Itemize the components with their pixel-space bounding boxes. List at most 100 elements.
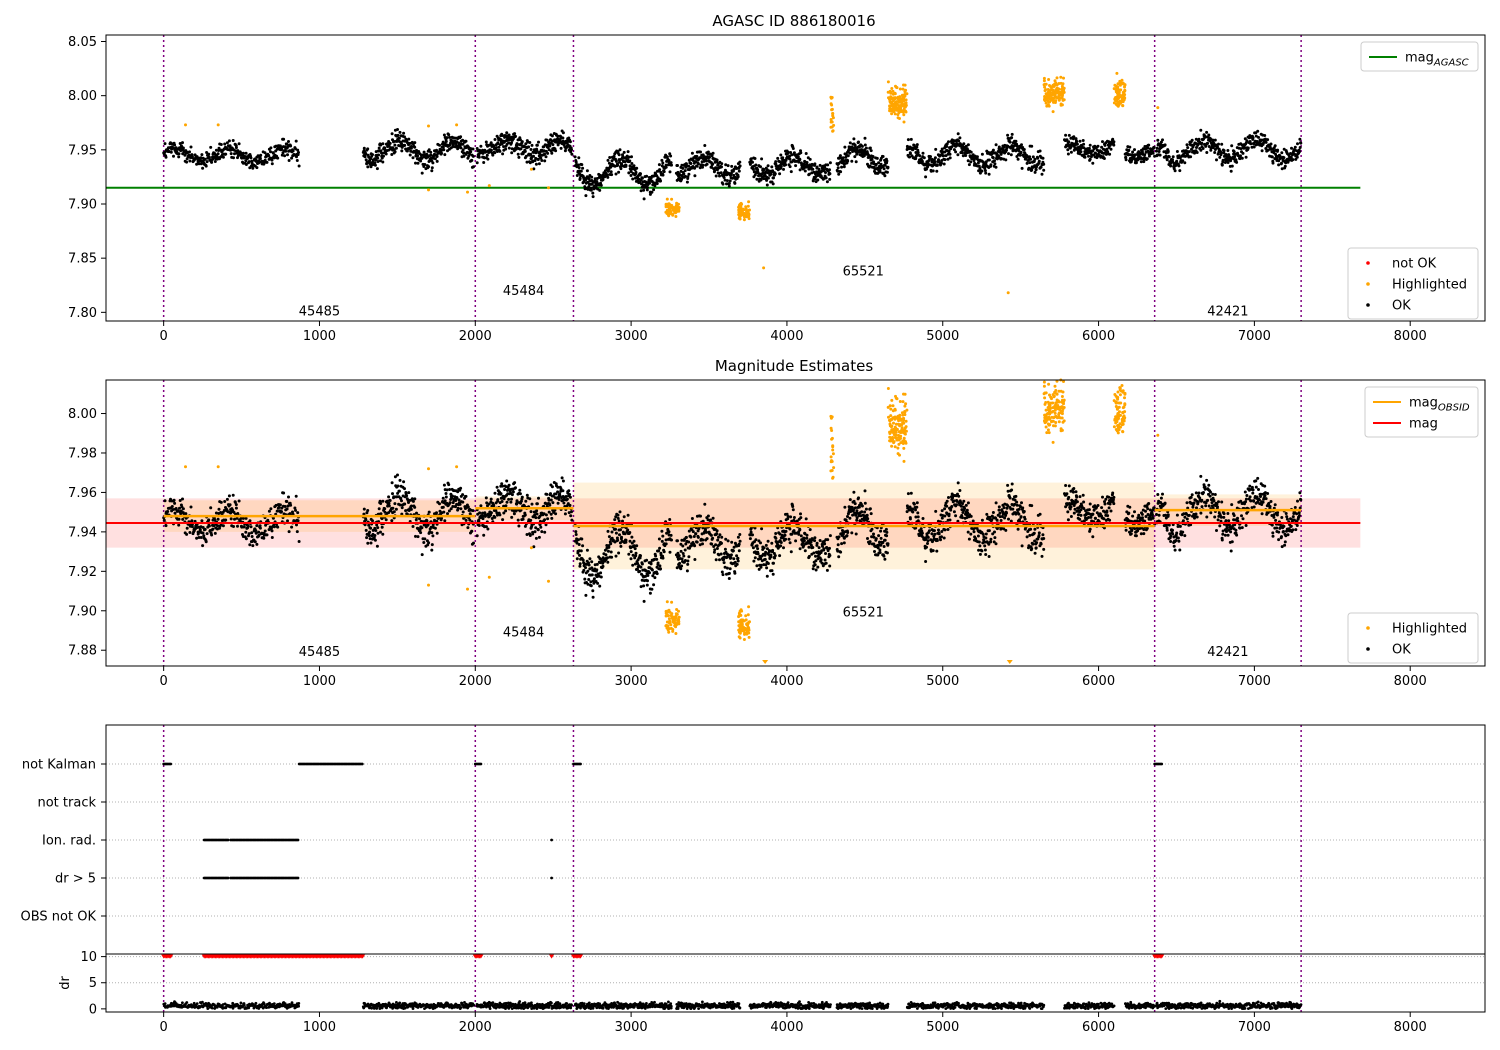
highlighted-point — [677, 206, 681, 209]
ok-point — [548, 503, 552, 507]
highlighted-point — [216, 123, 220, 127]
highlighted-point — [664, 205, 668, 209]
ok-point — [779, 153, 783, 157]
ok-point — [669, 161, 673, 165]
highlighted-point — [1156, 106, 1160, 110]
ok-point — [1029, 157, 1033, 161]
ok-point — [1183, 161, 1187, 165]
highlighted-point — [487, 184, 491, 188]
ok-point — [696, 535, 700, 539]
ok-point — [280, 510, 283, 514]
ok-point — [662, 550, 666, 554]
ok-point — [660, 158, 664, 162]
highlighted-point — [670, 197, 674, 201]
ok-point — [682, 172, 686, 176]
ok-point — [1185, 143, 1189, 147]
ok-point — [591, 195, 595, 199]
ok-point — [371, 519, 374, 523]
ok-point — [1082, 142, 1086, 146]
ok-point — [1075, 142, 1079, 146]
ok-point — [248, 519, 252, 523]
ok-point — [640, 562, 644, 566]
ok-point — [442, 510, 446, 514]
ok-point — [736, 175, 740, 179]
ok-point — [1087, 154, 1090, 158]
ok-point — [561, 479, 565, 483]
ok-point — [550, 134, 554, 138]
ok-point — [269, 507, 273, 511]
ok-point — [283, 154, 287, 158]
ok-point — [530, 143, 534, 147]
ok-point — [443, 153, 447, 157]
ok-point — [1131, 150, 1135, 154]
ok-point — [211, 527, 215, 531]
ok-point — [286, 519, 289, 523]
ok-point — [619, 544, 623, 548]
ok-point — [493, 515, 497, 519]
ok-point — [270, 536, 274, 539]
ok-point — [837, 172, 841, 176]
ok-point — [1277, 163, 1281, 167]
ok-point — [759, 165, 762, 169]
ok-point — [543, 530, 547, 534]
ok-point — [723, 547, 727, 551]
ok-point — [728, 179, 732, 183]
ok-point — [693, 544, 697, 548]
ok-point — [646, 574, 650, 577]
ok-point — [868, 146, 872, 150]
ok-point — [377, 507, 381, 511]
ok-point — [755, 564, 759, 568]
ok-point — [366, 509, 370, 512]
ok-point — [609, 170, 613, 174]
ok-point — [375, 167, 379, 171]
ok-point — [536, 528, 540, 532]
ok-point — [628, 531, 632, 534]
ok-point — [882, 167, 886, 171]
ok-point — [622, 150, 626, 154]
ok-point — [244, 537, 248, 541]
ok-point — [216, 517, 220, 521]
ok-point — [420, 553, 424, 557]
ok-point — [1152, 145, 1156, 149]
ok-point — [826, 163, 830, 167]
ok-point — [591, 589, 595, 593]
ok-point — [470, 529, 474, 533]
ok-point — [197, 162, 201, 166]
ok-point — [718, 533, 722, 537]
highlighted-point — [890, 87, 894, 90]
ok-point — [369, 541, 373, 545]
ok-point — [710, 542, 714, 546]
ok-point — [535, 502, 539, 506]
ok-point — [210, 160, 214, 164]
highlighted-point — [1122, 90, 1126, 94]
ok-point — [816, 178, 820, 182]
panel1-y-tick-label: 7.80 — [68, 306, 97, 321]
ok-point — [650, 568, 654, 572]
ok-point — [420, 156, 424, 160]
ok-point — [716, 538, 720, 542]
ok-point — [652, 188, 656, 192]
highlighted-point — [1062, 76, 1065, 80]
ok-point — [234, 149, 238, 153]
ok-point — [1006, 133, 1010, 137]
ok-point — [718, 174, 721, 178]
ok-point — [610, 530, 614, 534]
ok-point — [1019, 150, 1023, 154]
ok-point — [177, 523, 181, 527]
ok-point — [639, 565, 643, 569]
ok-point — [984, 171, 988, 175]
ok-point — [391, 492, 394, 496]
ok-point — [639, 172, 642, 176]
highlighted-point — [737, 214, 741, 218]
ok-point — [822, 168, 826, 172]
ok-point — [498, 513, 502, 517]
ok-point — [400, 506, 404, 510]
ok-point — [270, 158, 274, 162]
ok-point — [520, 140, 524, 144]
ok-point — [1175, 150, 1179, 153]
ok-point — [667, 530, 671, 534]
ok-point — [853, 155, 857, 159]
ok-point — [458, 502, 462, 506]
ok-point — [297, 164, 301, 168]
ok-point — [270, 162, 274, 166]
